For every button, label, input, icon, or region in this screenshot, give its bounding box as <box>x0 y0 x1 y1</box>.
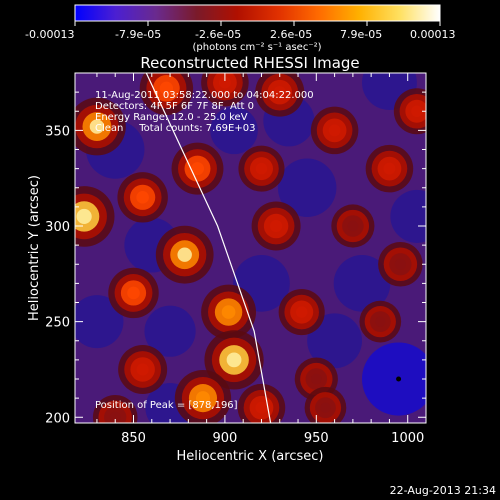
y-tick-label: 350 <box>45 124 70 139</box>
negative-source <box>75 295 124 349</box>
negative-source <box>210 106 258 155</box>
colorbar-label-4: 7.9e-05 <box>340 28 382 41</box>
x-axis-title: Heliocentric X (arcsec) <box>177 449 324 464</box>
positive-source <box>383 162 396 175</box>
positive-source <box>218 76 231 89</box>
x-tick-label: 1000 <box>391 431 424 446</box>
negative-source <box>390 189 426 243</box>
negative-source <box>277 158 337 218</box>
positive-source <box>159 81 174 95</box>
negative-source <box>307 313 363 369</box>
axis-ticks: 850 900 950 1000 200 250 300 350 <box>45 73 427 446</box>
colorbar-label-3: 2.6e-05 <box>270 28 312 41</box>
positive-source <box>269 219 283 233</box>
heatmap <box>75 73 426 423</box>
plot-frame <box>74 72 427 424</box>
colorbar-label-1: -7.9e-05 <box>115 28 161 41</box>
colorbar-label-0: -0.00013 <box>25 28 74 41</box>
annotation-time: 11-Aug-2011 03:58:22.000 to 04:04:22.000 <box>95 90 314 101</box>
positive-source <box>221 305 236 319</box>
x-tick-label: 950 <box>304 431 329 446</box>
y-tick-label: 200 <box>45 411 70 426</box>
negative-source <box>144 305 196 357</box>
negative-source <box>333 255 391 312</box>
positive-source <box>136 191 149 204</box>
annotation-counts: Clean Total counts: 7.69E+03 <box>95 123 255 134</box>
positive-source <box>320 402 331 413</box>
y-tick-label: 300 <box>45 220 70 235</box>
positive-source <box>89 119 105 134</box>
peak-position-label: Position of Peak = [878,196] <box>95 400 238 411</box>
positive-source <box>375 316 386 327</box>
annotation-detectors: Detectors: 4F 5F 6F 7F 8F, Att 0 <box>95 101 254 112</box>
positive-source <box>255 401 268 414</box>
colorbar-units: (photons cm⁻² s⁻¹ asec⁻²) <box>192 42 321 53</box>
positive-source <box>295 306 308 318</box>
positive-source <box>255 162 268 175</box>
x-tick-label: 850 <box>121 431 146 446</box>
chart-title: Reconstructed RHESSI Image <box>140 54 359 72</box>
colorbar <box>75 5 440 21</box>
x-tick-label: 900 <box>212 431 237 446</box>
solar-limb-line <box>145 73 272 423</box>
positive-source <box>76 208 92 225</box>
positive-source <box>195 391 211 406</box>
footer-timestamp: 22-Aug-2013 21:34 <box>390 484 496 497</box>
negative-source <box>362 342 426 416</box>
positive-source <box>226 352 242 368</box>
y-tick-label: 250 <box>45 316 70 331</box>
positive-source <box>127 286 140 300</box>
colorbar-label-5: 0.00013 <box>410 28 456 41</box>
colorbar-ticks <box>74 21 441 26</box>
positive-source <box>136 363 149 376</box>
positive-source <box>190 162 204 176</box>
positive-source <box>273 86 286 99</box>
positive-source <box>411 105 423 118</box>
colorbar-frame <box>74 4 441 22</box>
positive-source <box>394 258 406 270</box>
positive-source <box>328 124 341 137</box>
annotation-energy: Energy Range: 12.0 - 25.0 keV <box>95 112 248 123</box>
peak-marker <box>396 376 402 382</box>
colorbar-label-2: -2.6e-05 <box>195 28 241 41</box>
positive-source <box>177 247 192 262</box>
y-axis-title: Heliocentric Y (arcsec) <box>27 175 42 321</box>
positive-source <box>347 220 359 232</box>
positive-source <box>310 373 322 385</box>
positive-source <box>109 411 121 423</box>
